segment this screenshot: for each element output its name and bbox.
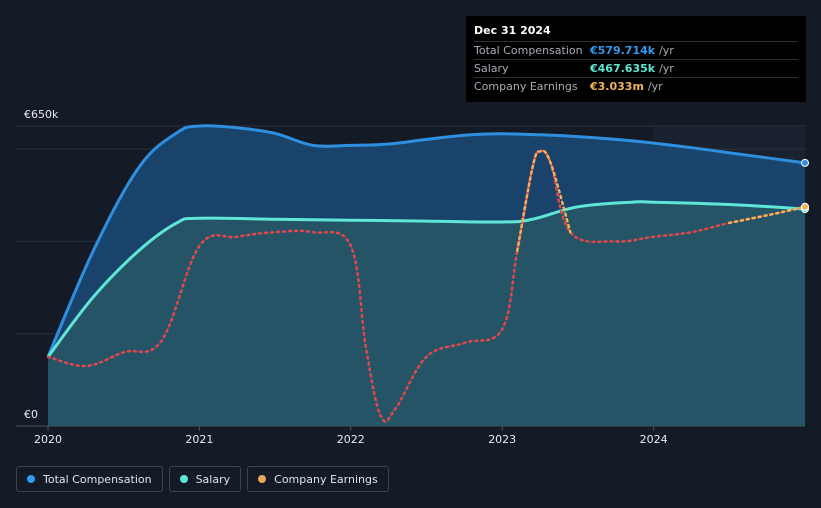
legend-label: Salary	[195, 472, 231, 486]
legend-item-company-earnings[interactable]: Company Earnings	[247, 466, 389, 492]
tooltip-row-earnings: Company Earnings €3.033m /yr	[474, 77, 798, 95]
series-lines	[46, 124, 807, 423]
legend-label: Total Compensation	[43, 472, 152, 486]
y-tick-label: €0	[24, 408, 38, 421]
tooltip-unit: /yr	[647, 80, 663, 93]
tooltip-unit: /yr	[659, 44, 674, 57]
tooltip-value: €467.635k	[590, 62, 656, 75]
tooltip-unit: /yr	[659, 62, 674, 75]
salary-line	[46, 200, 806, 358]
x-tick-label: 2023	[488, 433, 516, 446]
tooltip-row-total: Total Compensation €579.714k /yr	[474, 41, 798, 59]
tooltip-value: €3.033m	[590, 80, 644, 93]
salary-area	[48, 201, 805, 426]
legend-dot-icon	[179, 475, 188, 483]
tooltip-label: Salary	[474, 62, 509, 75]
tooltip: Dec 31 2024 Total Compensation €579.714k…	[466, 16, 806, 102]
x-tick-label: 2020	[34, 433, 62, 446]
legend-item-total-compensation[interactable]: Total Compensation	[16, 466, 163, 492]
total-compensation-endpoint	[801, 158, 809, 167]
company-earnings-endpoint	[801, 202, 809, 211]
x-tick-label: 2024	[640, 433, 668, 446]
legend-dot-icon	[258, 475, 267, 483]
tooltip-date: Dec 31 2024	[474, 24, 551, 37]
legend-label: Company Earnings	[274, 472, 378, 486]
tooltip-label: Total Compensation	[474, 44, 583, 57]
company-earnings-line	[46, 149, 807, 423]
series-areas	[48, 125, 805, 427]
series-endpoints	[801, 158, 809, 214]
total-compensation-line	[46, 124, 806, 358]
x-axis: 2020 2021 2022 2023 2024	[34, 426, 668, 446]
y-axis: €650k €0	[24, 108, 59, 421]
legend-dot-icon	[27, 475, 35, 483]
x-tick-label: 2021	[185, 433, 213, 446]
company-earnings-highlight-line	[516, 149, 572, 252]
legend-item-salary[interactable]: Salary	[168, 466, 242, 492]
x-tick-label: 2022	[337, 433, 365, 446]
company-earnings-tail-line	[728, 205, 807, 225]
tooltip-label: Company Earnings	[474, 80, 578, 93]
legend: Total Compensation Salary Company Earnin…	[16, 466, 389, 492]
y-tick-label: €650k	[24, 108, 59, 121]
tooltip-value: €579.714k	[590, 44, 656, 57]
tooltip-row-salary: Salary €467.635k /yr	[474, 59, 798, 77]
